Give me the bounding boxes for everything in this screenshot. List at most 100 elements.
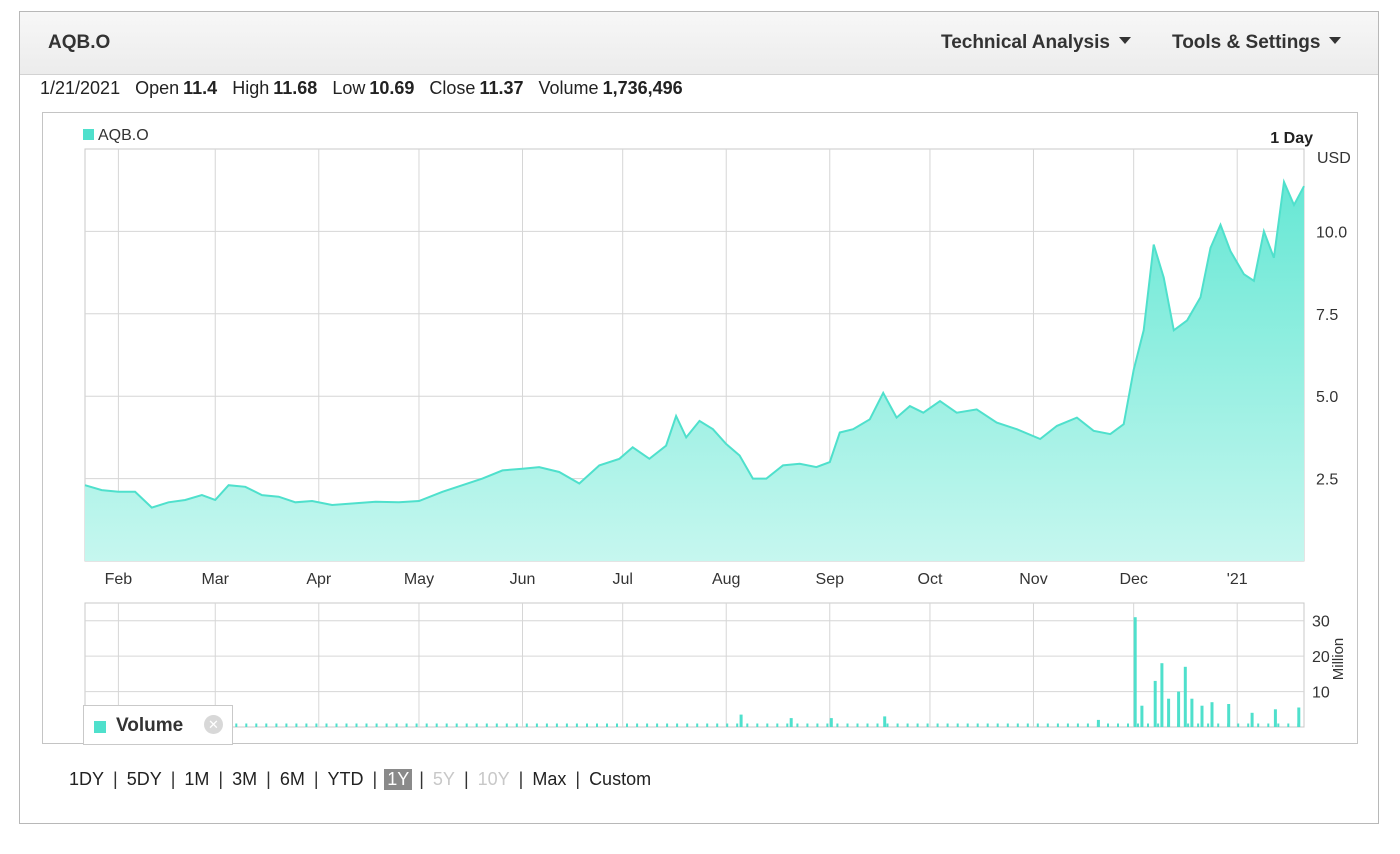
volume-bar <box>1016 723 1019 727</box>
volume-bar <box>1187 723 1190 727</box>
volume-bar <box>1167 698 1171 727</box>
x-tick-label: Mar <box>201 571 229 588</box>
volume-bar <box>455 723 458 727</box>
volume-bar <box>345 723 348 727</box>
price-legend-label: AQB.O <box>98 127 149 144</box>
volume-bar <box>1247 723 1250 727</box>
volume-bar <box>1190 698 1194 727</box>
range-max-button[interactable]: Max <box>532 769 567 789</box>
range-custom-button[interactable]: Custom <box>589 769 652 789</box>
range-1dy-button[interactable]: 1DY <box>69 769 105 789</box>
volume-bar <box>1267 723 1270 727</box>
high-value: 11.68 <box>273 78 318 98</box>
volume-bar <box>1273 709 1277 727</box>
volume-bar <box>596 723 598 727</box>
range-separator: | <box>518 769 524 789</box>
technical-analysis-menu[interactable]: Technical Analysis <box>941 32 1131 54</box>
volume-bar <box>1287 723 1290 727</box>
volume-bar <box>445 723 448 727</box>
volume-bar <box>756 723 759 727</box>
volume-bar <box>1217 723 1220 727</box>
volume-bar <box>1160 663 1164 727</box>
volume-bar <box>916 723 919 727</box>
x-tick-label: Jun <box>510 571 536 588</box>
close-label: Close <box>429 78 476 98</box>
volume-bar <box>739 714 743 727</box>
range-10y-button: 10Y <box>477 769 510 789</box>
volume-bar <box>1147 723 1149 727</box>
volume-bar <box>265 723 268 727</box>
volume-bar <box>1207 723 1210 727</box>
volume-bar <box>726 723 729 727</box>
volume-bar <box>575 723 578 727</box>
range-3m-button[interactable]: 3M <box>232 769 258 789</box>
volume-bar <box>1066 723 1069 727</box>
volume-bar <box>816 723 819 727</box>
volume-bar <box>946 723 949 727</box>
volume-bar <box>305 723 308 727</box>
range-separator: | <box>170 769 176 789</box>
volume-bar <box>776 723 779 727</box>
range-separator: | <box>575 769 581 789</box>
x-tick-label: Nov <box>1019 571 1047 588</box>
price-y-tick-label: 2.5 <box>1316 472 1338 489</box>
volume-bar <box>295 723 298 727</box>
price-unit-label: USD <box>1317 150 1351 167</box>
volume-bar <box>876 723 879 727</box>
volume-bar <box>996 723 999 727</box>
range-5dy-button[interactable]: 5DY <box>126 769 162 789</box>
volume-bar <box>826 723 829 727</box>
volume-bar <box>686 723 689 727</box>
close-value: 11.37 <box>479 78 524 98</box>
volume-bar <box>746 723 749 727</box>
volume-bar <box>1127 723 1129 727</box>
volume-bar <box>786 723 789 727</box>
range-5y-button: 5Y <box>432 769 455 789</box>
volume-bar <box>325 723 328 727</box>
range-1m-button[interactable]: 1M <box>184 769 210 789</box>
x-tick-label: Jul <box>612 571 632 588</box>
x-tick-label: '21 <box>1227 571 1248 588</box>
volume-bar <box>856 723 859 727</box>
chart-area[interactable]: Feb Mar Apr May Jun Jul Aug Sep Oct Nov Dec '21 2.5 5… <box>42 112 1359 745</box>
volume-bar <box>1137 723 1139 727</box>
volume-bar <box>906 723 909 727</box>
volume-bar <box>829 718 833 727</box>
volume-bar <box>626 723 628 727</box>
price-volume-chart[interactable]: Feb Mar Apr May Jun Jul Aug Sep Oct Nov Dec '21 2.5 5… <box>43 113 1359 745</box>
range-separator: | <box>313 769 319 789</box>
volume-y-tick-label: 10 <box>1312 685 1330 702</box>
chevron-down-icon <box>1329 37 1342 45</box>
chart-widget: AQB.O Technical Analysis Tools & Setting… <box>19 11 1379 824</box>
volume-bar <box>586 723 588 727</box>
volume-plot-frame <box>84 602 1305 728</box>
volume-bar <box>666 723 669 727</box>
technical-analysis-label: Technical Analysis <box>941 32 1110 53</box>
price-y-tick-label: 7.5 <box>1316 307 1338 324</box>
tools-settings-menu[interactable]: Tools & Settings <box>1172 32 1342 54</box>
chevron-down-icon <box>1118 37 1131 45</box>
volume-bar <box>976 723 979 727</box>
range-1y-button[interactable]: 1Y <box>384 769 413 790</box>
price-y-tick-label: 5.0 <box>1316 389 1338 406</box>
volume-bar <box>435 723 438 727</box>
volume-bar <box>525 723 528 727</box>
range-ytd-button[interactable]: YTD <box>327 769 364 789</box>
open-value: 11.4 <box>183 78 218 98</box>
volume-bar <box>495 723 498 727</box>
volume-bar <box>1056 723 1059 727</box>
symbol-title: AQB.O <box>48 32 111 53</box>
volume-bar <box>866 723 869 727</box>
volume-bar <box>365 723 368 727</box>
volume-bar <box>565 723 568 727</box>
range-separator: | <box>372 769 378 789</box>
volume-bar <box>966 723 969 727</box>
volume-bar <box>706 723 709 727</box>
volume-bar <box>235 723 238 727</box>
volume-label: Volume <box>538 78 599 98</box>
range-6m-button[interactable]: 6M <box>279 769 305 789</box>
volume-bar <box>475 723 478 727</box>
price-legend-swatch <box>83 129 94 140</box>
close-icon[interactable]: ✕ <box>204 715 223 734</box>
volume-bar <box>846 723 849 727</box>
